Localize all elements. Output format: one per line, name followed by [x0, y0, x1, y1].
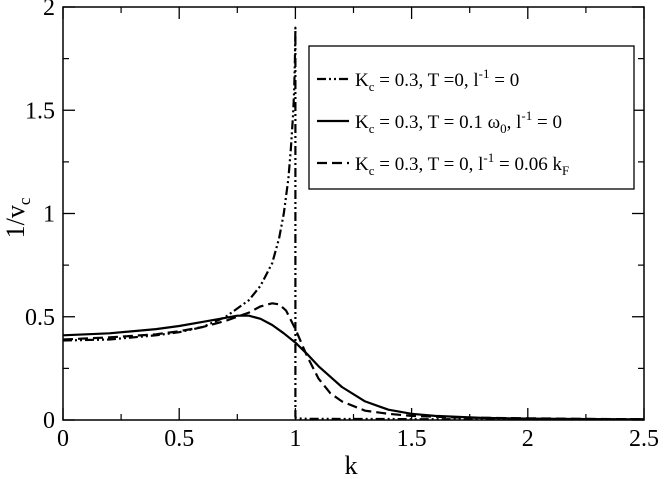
- x-tick-label: 0: [57, 426, 69, 452]
- legend-box: [308, 45, 635, 190]
- legend-text-sup: -1: [479, 66, 490, 81]
- legend-text-mid: = 0.3, T =0, l: [375, 70, 479, 91]
- legend-text-sub: c: [369, 121, 375, 136]
- y-tick-label: 1: [43, 202, 55, 228]
- legend-text-pre: K: [355, 70, 369, 91]
- legend-text-sup: -1: [521, 108, 532, 123]
- ticks-group: 0 0.5 1 1.5 2 2.5 0 0.5 1 1.5 2: [25, 0, 659, 452]
- series-line-1: [62, 26, 644, 421]
- series-line-2: [62, 314, 645, 421]
- y-tick-label: 2: [43, 0, 55, 21]
- y-axis-label-main: 1/v: [1, 205, 30, 238]
- x-tick-label: 1: [289, 426, 301, 452]
- legend-text-sub: c: [369, 79, 375, 94]
- y-tick-label: 1.5: [25, 98, 55, 124]
- x-tick-label: 2: [522, 426, 534, 452]
- x-tick-label: 1.5: [397, 426, 427, 452]
- x-tick-label: 0.5: [164, 426, 194, 452]
- legend-text-sub3: F: [562, 163, 569, 178]
- series-group: [62, 26, 645, 421]
- legend-text-sub2: 0: [500, 121, 507, 136]
- legend-text-mid: = 0.3, T = 0, l: [375, 154, 484, 175]
- y-tick-label: 0.5: [25, 305, 55, 331]
- x-axis-label: k: [345, 451, 358, 479]
- series-line-3: [62, 302, 645, 421]
- legend-text-post: = 0.06 k: [494, 154, 562, 175]
- legend-text-mid: = 0.3, T = 0.1 ω: [375, 112, 501, 133]
- legend-text-mid2: , l: [507, 112, 522, 133]
- y-axis-label: 1/vc: [1, 197, 34, 238]
- legend-text-pre: K: [355, 112, 369, 133]
- legend-text-sup: -1: [483, 150, 494, 165]
- legend-text-sub: c: [369, 163, 375, 178]
- legend: Kc = 0.3, T =0, l-1 = 0Kc = 0.3, T = 0.1…: [308, 45, 635, 190]
- legend-entry-1: Kc = 0.3, T =0, l-1 = 0: [355, 66, 519, 94]
- legend-entry-2: Kc = 0.3, T = 0.1 ω0, l-1 = 0: [355, 108, 562, 136]
- y-tick-label: 0: [43, 408, 55, 434]
- legend-text-pre: K: [355, 154, 369, 175]
- legend-entry-3: Kc = 0.3, T = 0, l-1 = 0.06 kF: [355, 150, 569, 178]
- x-tick-label: 2.5: [629, 426, 659, 452]
- y-axis-label-subscript: c: [15, 197, 34, 205]
- legend-text-post: = 0: [532, 112, 562, 133]
- legend-text-post: = 0: [490, 70, 520, 91]
